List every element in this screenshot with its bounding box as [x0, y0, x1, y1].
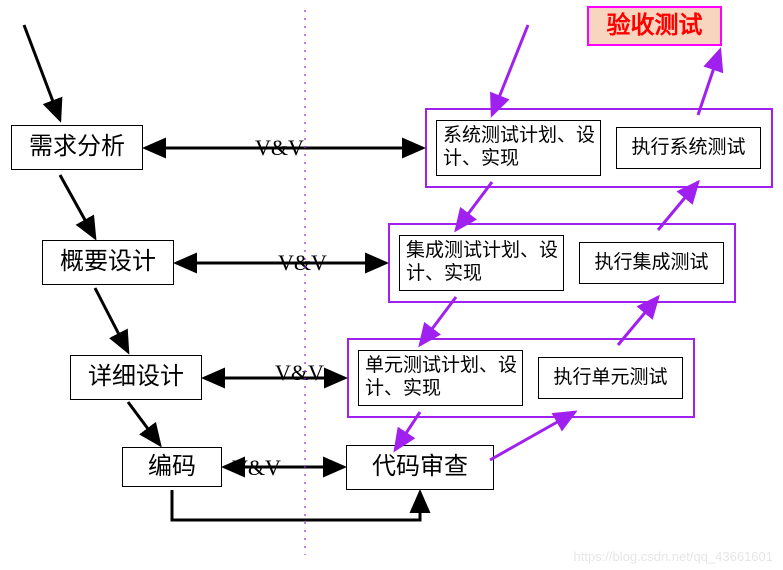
label-int-plan: 集成测试计划、设计、实现	[406, 240, 563, 286]
node-acceptance-test: 验收测试	[587, 6, 722, 46]
label-dld: 详细设计	[88, 363, 184, 392]
label-hld: 概要设计	[60, 248, 156, 277]
node-integration-test-exec: 执行集成测试	[579, 242, 724, 284]
vmodel-diagram: { "diagram": { "type": "flowchart", "bac…	[0, 0, 783, 570]
label-acceptance: 验收测试	[607, 12, 703, 41]
node-system-test-plan: 系统测试计划、设计、实现	[436, 120, 601, 176]
label-req: 需求分析	[29, 133, 125, 162]
node-integration-test-plan: 集成测试计划、设计、实现	[399, 235, 564, 291]
watermark: https://blog.csdn.net/qq_43661601	[574, 549, 774, 564]
node-code-review: 代码审查	[346, 445, 494, 490]
label-unit-plan: 单元测试计划、设计、实现	[365, 355, 522, 401]
vv-label-0: V&V	[255, 135, 304, 161]
vv-label-2: V&V	[275, 360, 324, 386]
label-int-exec: 执行集成测试	[594, 252, 708, 275]
node-high-level-design: 概要设计	[42, 240, 174, 285]
node-requirements-analysis: 需求分析	[11, 125, 143, 170]
node-system-test-exec: 执行系统测试	[616, 127, 761, 169]
node-unit-test-exec: 执行单元测试	[538, 357, 683, 399]
label-review: 代码审查	[372, 453, 468, 482]
label-sys-exec: 执行系统测试	[631, 137, 745, 160]
vv-label-3: V&V	[232, 455, 281, 481]
vv-label-1: V&V	[278, 250, 327, 276]
label-unit-exec: 执行单元测试	[553, 367, 667, 390]
label-sys-plan: 系统测试计划、设计、实现	[443, 125, 600, 171]
label-code: 编码	[148, 453, 196, 482]
node-coding: 编码	[122, 447, 222, 487]
node-detailed-design: 详细设计	[70, 355, 202, 400]
node-unit-test-plan: 单元测试计划、设计、实现	[358, 350, 523, 406]
